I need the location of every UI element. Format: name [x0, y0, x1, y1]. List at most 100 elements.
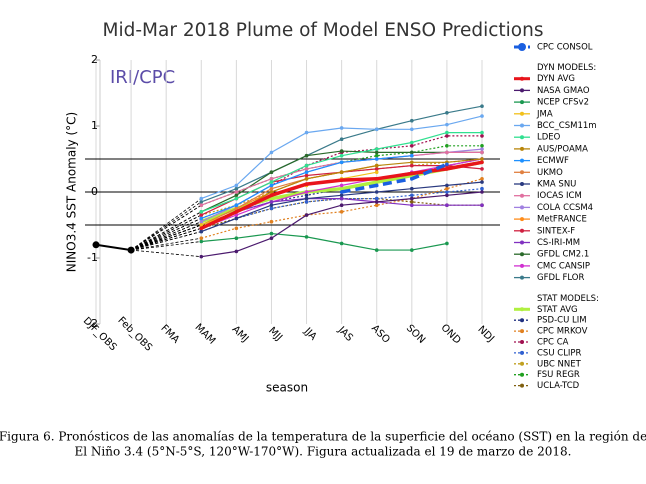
- point: [199, 239, 204, 244]
- point: [410, 186, 414, 191]
- legend-marker: [520, 318, 524, 323]
- connector: [130, 204, 202, 251]
- point: [445, 130, 449, 135]
- point: [445, 241, 449, 246]
- legend-label: CPC CA: [537, 338, 569, 348]
- legend-label: LDEO: [537, 133, 561, 143]
- legend-label: PSD-CU LIM: [537, 316, 587, 326]
- point: [480, 203, 484, 207]
- point: [410, 160, 414, 165]
- point: [304, 200, 309, 204]
- annotation: IRI/CPC: [110, 67, 175, 88]
- legend-heading: STAT MODELS:: [537, 294, 599, 304]
- point: [269, 206, 274, 211]
- point: [374, 170, 379, 174]
- point: [199, 200, 204, 204]
- point: [339, 170, 344, 174]
- point: [339, 241, 344, 246]
- point: [339, 193, 344, 198]
- legend-marker: [520, 88, 524, 93]
- point: [374, 177, 379, 181]
- legend-label: CMC CANSIP: [537, 261, 590, 271]
- point: [410, 171, 414, 176]
- legend-marker: [520, 76, 524, 81]
- legend-label: UKMO: [537, 168, 563, 178]
- point: [269, 150, 274, 155]
- point: [480, 114, 484, 118]
- legend-marker: [520, 263, 524, 268]
- legend-marker: [520, 217, 524, 222]
- point: [339, 178, 344, 182]
- legend-label: ECMWF: [537, 156, 569, 166]
- legend-label: BCC_CSM11m: [537, 121, 597, 131]
- series-line: [201, 178, 483, 239]
- legend-marker: [520, 275, 524, 280]
- legend-label: IOCAS ICM: [537, 191, 582, 201]
- point: [374, 127, 379, 132]
- point: [269, 186, 274, 191]
- legend-marker: [520, 182, 524, 186]
- point: [304, 213, 309, 217]
- point: [445, 134, 449, 138]
- series-line: [201, 158, 483, 216]
- chart-title: Mid-Mar 2018 Plume of Model ENSO Predict…: [103, 20, 544, 41]
- point: [480, 104, 484, 108]
- legend-marker: [520, 111, 524, 116]
- point: [234, 213, 239, 217]
- point: [410, 118, 414, 123]
- legend-label: CPC CONSOL: [537, 43, 593, 53]
- connector: [130, 218, 202, 251]
- connector: [130, 224, 202, 251]
- legend-label: CS-IRI-MM: [537, 238, 580, 248]
- point: [234, 190, 239, 194]
- x-tick-label: MJJ: [266, 325, 284, 343]
- point: [410, 193, 414, 198]
- point: [339, 160, 344, 165]
- point: [374, 190, 379, 194]
- point: [339, 153, 344, 158]
- legend-marker: [520, 170, 524, 175]
- point: [445, 111, 449, 115]
- point: [374, 183, 379, 188]
- point: [199, 196, 204, 201]
- point: [339, 203, 344, 207]
- connector: [131, 237, 202, 251]
- point: [410, 203, 414, 207]
- legend-marker: [520, 228, 524, 233]
- x-tick-label: AMJ: [230, 324, 251, 345]
- connector: [130, 227, 202, 251]
- point: [339, 183, 344, 188]
- point: [269, 177, 274, 181]
- point: [480, 186, 484, 191]
- connector: [130, 211, 202, 251]
- point: [480, 180, 484, 184]
- y-tick-label: 2: [91, 53, 98, 66]
- point: [374, 157, 379, 161]
- point: [304, 193, 309, 198]
- legend-marker: [520, 193, 524, 198]
- legend-marker: [520, 205, 524, 210]
- point: [410, 127, 414, 132]
- point: [234, 249, 239, 254]
- point: [234, 186, 239, 191]
- point: [374, 163, 379, 168]
- series-line: [201, 232, 448, 251]
- y-axis-label: NINO3.4 SST Anomaly (°C): [65, 112, 79, 272]
- legend-label: NCEP CFSv2: [537, 98, 589, 108]
- point: [234, 206, 239, 211]
- y-tick-label: -2: [87, 317, 98, 330]
- legend-marker: [520, 350, 524, 355]
- point: [339, 126, 344, 130]
- legend-label: GFDL CM2.1: [537, 250, 589, 260]
- point: [269, 236, 274, 240]
- point: [199, 203, 204, 207]
- observed-point: [127, 246, 135, 254]
- point: [480, 147, 484, 151]
- point: [199, 213, 204, 217]
- point: [304, 173, 309, 178]
- point: [445, 162, 449, 167]
- legend-label: UBC NNET: [537, 359, 582, 369]
- point: [304, 177, 309, 181]
- point: [374, 200, 379, 204]
